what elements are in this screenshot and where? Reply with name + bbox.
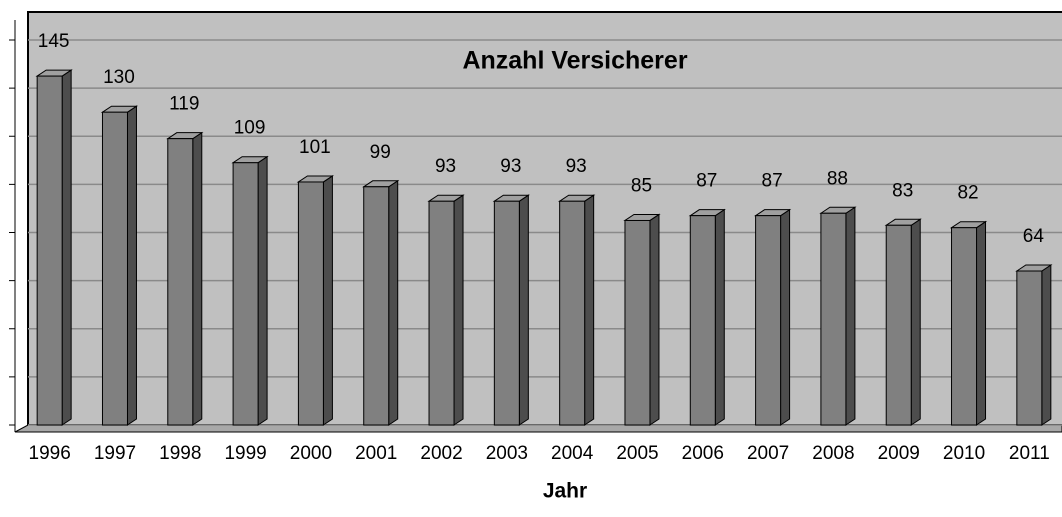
bar-front [167,138,194,426]
bar-front [885,224,912,426]
data-label: 145 [38,31,70,52]
bar-side [453,194,464,426]
bar-front [755,215,782,426]
x-tick-label: 2001 [355,443,397,464]
bar-side [584,194,595,426]
bar [296,175,335,426]
bar-side [126,105,137,426]
data-label: 93 [500,156,521,177]
bar-side [910,218,921,426]
bar-side [192,131,203,426]
data-label: 93 [566,156,587,177]
data-label: 101 [299,137,331,158]
x-tick-label: 2011 [1009,443,1050,464]
bar [362,179,400,426]
bar-side [1041,264,1052,426]
bar [1015,264,1053,426]
bar [688,208,726,426]
plot-floor [14,424,1062,433]
bar-front [428,200,455,426]
bar-front [689,215,716,426]
bar-front [559,200,586,426]
data-label: 87 [762,171,783,192]
data-label: 83 [892,180,913,201]
bar-front [101,111,128,426]
bar-side [257,155,268,426]
data-label: 85 [631,175,652,196]
x-tick-label: 2008 [812,443,854,464]
x-tick-label: 2004 [551,443,594,464]
bar-front [297,181,324,426]
bar-front [624,219,651,426]
x-axis-title: Jahr [543,480,587,503]
bar-side [61,69,72,426]
chart-title: Anzahl Versicherer [462,47,687,75]
x-tick-label: 2010 [943,443,985,464]
x-tick-label: 2009 [878,443,920,464]
data-label: 99 [370,142,391,163]
bar-side [714,208,725,426]
x-tick-label: 2005 [616,443,658,464]
bar-front [820,212,847,426]
bar [623,213,661,426]
bar-front [1016,270,1043,426]
data-label: 119 [169,94,199,115]
x-tick-label: 2006 [682,443,724,464]
data-label: 82 [957,183,978,204]
bar-side [845,206,856,426]
bar-front [36,75,63,426]
x-tick-label: 2007 [747,443,789,464]
bar-side [518,194,529,426]
x-tick-label: 1998 [159,443,201,464]
bar [753,208,792,426]
x-tick-label: 2000 [290,443,332,464]
bar [166,131,204,426]
x-tick-label: 1999 [224,443,266,464]
data-label: 93 [435,156,456,177]
x-tick-label: 1996 [29,443,71,464]
bar [558,194,596,426]
data-label: 130 [103,67,135,88]
bar [427,194,465,426]
bar-front [951,227,978,426]
data-label: 64 [1023,226,1045,247]
bar [35,69,73,426]
bar [884,218,922,426]
bar [819,206,857,426]
bar-side [976,220,987,426]
bar [231,155,269,426]
bar [492,194,530,426]
bar-front [232,162,259,426]
bar-side [322,175,333,426]
bar [949,220,988,426]
data-label: 88 [827,168,848,189]
bar-side [780,208,791,426]
data-label: 109 [234,118,266,139]
x-tick-label: 2002 [420,443,462,464]
data-label: 87 [696,171,717,192]
bar-side [388,179,399,426]
x-tick-label: 1997 [94,443,136,464]
bar-front [363,186,390,426]
bar [100,105,139,426]
x-tick-label: 2003 [486,443,528,464]
bar-side [649,213,660,426]
bar-front [493,200,520,426]
